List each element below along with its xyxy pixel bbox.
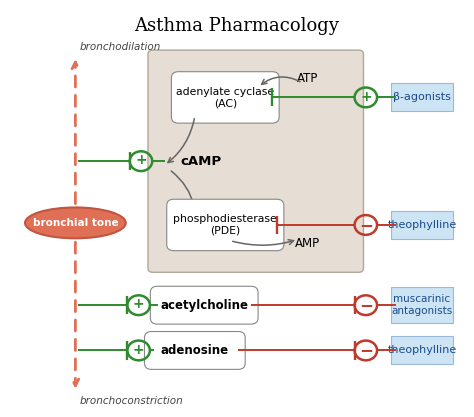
Text: β-agonists: β-agonists — [393, 93, 451, 103]
FancyBboxPatch shape — [145, 332, 245, 369]
Text: −: − — [359, 342, 373, 359]
Text: +: + — [133, 343, 145, 357]
Text: ATP: ATP — [297, 73, 318, 85]
Text: theophylline: theophylline — [387, 220, 456, 230]
FancyBboxPatch shape — [150, 286, 258, 324]
Text: theophylline: theophylline — [387, 345, 456, 355]
Text: −: − — [359, 296, 373, 314]
Text: Asthma Pharmacology: Asthma Pharmacology — [135, 17, 339, 35]
FancyBboxPatch shape — [392, 287, 453, 323]
FancyBboxPatch shape — [392, 211, 453, 239]
Text: +: + — [133, 297, 145, 311]
Ellipse shape — [25, 208, 126, 239]
FancyBboxPatch shape — [148, 50, 364, 272]
Text: +: + — [360, 90, 372, 103]
FancyBboxPatch shape — [392, 337, 453, 364]
Text: −: − — [359, 216, 373, 234]
Text: +: + — [135, 153, 147, 167]
Text: bronchial tone: bronchial tone — [33, 218, 118, 228]
Text: muscarinic
antagonists: muscarinic antagonists — [392, 294, 453, 316]
Text: bronchodilation: bronchodilation — [80, 42, 162, 52]
Text: adenosine: adenosine — [161, 344, 229, 357]
Text: bronchoconstriction: bronchoconstriction — [80, 396, 184, 406]
FancyBboxPatch shape — [167, 199, 284, 251]
Text: adenylate cyclase
(AC): adenylate cyclase (AC) — [176, 87, 274, 108]
Text: cAMP: cAMP — [181, 155, 222, 168]
Text: acetylcholine: acetylcholine — [160, 299, 248, 311]
FancyBboxPatch shape — [392, 83, 453, 111]
Text: phosphodiesterase
(PDE): phosphodiesterase (PDE) — [173, 214, 277, 236]
FancyBboxPatch shape — [172, 72, 279, 123]
Text: AMP: AMP — [295, 237, 320, 250]
